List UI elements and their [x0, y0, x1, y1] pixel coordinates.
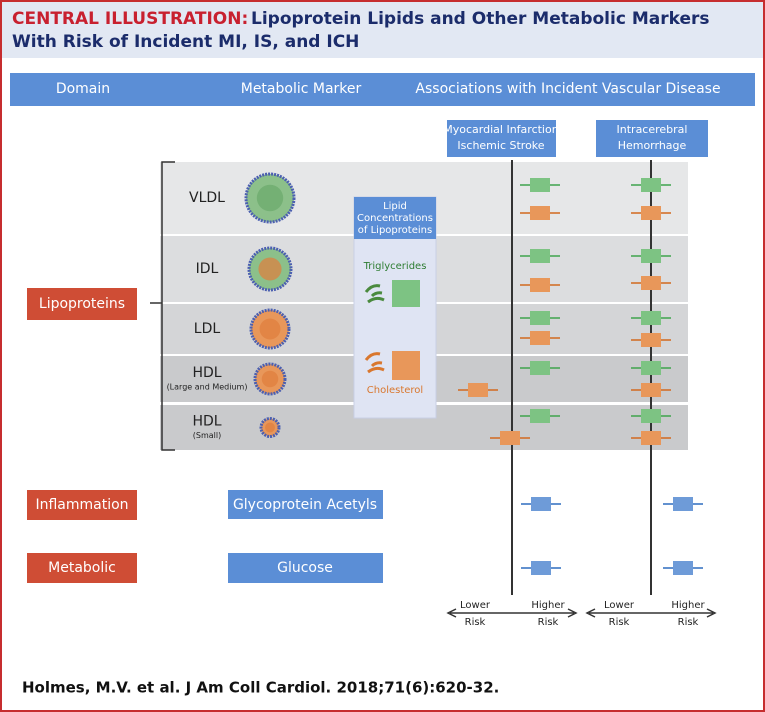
- column-header: Domain: [56, 81, 110, 97]
- axis-label: Risk: [609, 617, 630, 628]
- risk-arrow: [585, 608, 717, 618]
- domain-label: Metabolic: [48, 560, 116, 576]
- estimate: [530, 278, 550, 292]
- triglycerides-label: Triglycerides: [363, 261, 427, 272]
- outcome-label: Intracerebral: [617, 123, 688, 136]
- axis-label: Risk: [678, 617, 699, 628]
- estimate: [641, 276, 661, 290]
- marker-label: Glucose: [277, 560, 333, 576]
- outcome-label: Ischemic Stroke: [457, 139, 544, 152]
- domain-box: [27, 553, 137, 583]
- row-label: HDL: [192, 414, 221, 430]
- estimate: [530, 311, 550, 325]
- bracket: [150, 161, 175, 451]
- estimate: [641, 431, 661, 445]
- axis-label: Higher: [671, 600, 705, 611]
- cholesterol-icon: [364, 352, 385, 374]
- row-label: VLDL: [189, 190, 225, 206]
- estimate: [641, 333, 661, 347]
- particle-core: [261, 370, 279, 388]
- estimate: [530, 361, 550, 375]
- estimate: [531, 561, 551, 575]
- outcome-box: [447, 120, 556, 157]
- estimate: [641, 409, 661, 423]
- row-sublabel: (Large and Medium): [167, 383, 248, 392]
- lipid-box-header: [354, 197, 436, 239]
- marker-box: [228, 553, 383, 583]
- row-sublabel: (Small): [193, 431, 221, 440]
- triglyceride-icon: [364, 284, 385, 304]
- risk-arrow: [446, 608, 578, 618]
- estimate: [641, 361, 661, 375]
- domain-box: [27, 288, 137, 320]
- axis-label: Lower: [460, 600, 491, 611]
- title-label: CENTRAL ILLUSTRATION:: [12, 9, 248, 29]
- domain-box: [27, 490, 137, 520]
- estimate: [641, 178, 661, 192]
- citation: Holmes, M.V. et al. J Am Coll Cardiol. 2…: [22, 679, 499, 697]
- particle-core: [265, 422, 275, 433]
- estimate: [641, 206, 661, 220]
- particle-core: [259, 318, 281, 340]
- estimate: [641, 311, 661, 325]
- row-label: LDL: [194, 321, 221, 337]
- estimate: [530, 178, 550, 192]
- column-header: Associations with Incident Vascular Dise…: [415, 81, 720, 97]
- estimate: [531, 497, 551, 511]
- outcome-label: Myocardial Infarction: [443, 123, 558, 136]
- estimate: [673, 497, 693, 511]
- estimate: [641, 249, 661, 263]
- particle-core: [256, 184, 284, 212]
- row-label: HDL: [192, 365, 221, 381]
- triglyceride-square: [392, 280, 420, 307]
- title-band: [2, 2, 763, 58]
- outcome-box: [596, 120, 708, 157]
- cholesterol-square: [392, 351, 420, 380]
- estimate: [641, 383, 661, 397]
- title: Lipoprotein Lipids and Other Metabolic M…: [251, 9, 709, 29]
- particle-core: [258, 257, 282, 281]
- forest-plots: Lower Risk Higher Risk Lower Risk Higher Risk: [446, 160, 717, 628]
- lipid-box-title: Concentrations: [357, 213, 433, 224]
- row-label: IDL: [196, 261, 219, 277]
- axis-label: Higher: [531, 600, 565, 611]
- lipid-box-title: Lipid: [383, 201, 407, 212]
- domain-label: Lipoproteins: [39, 296, 125, 312]
- title: With Risk of Incident MI, IS, and ICH: [12, 32, 359, 52]
- axis-label: Risk: [465, 617, 486, 628]
- estimate: [530, 249, 550, 263]
- outcome-label: Hemorrhage: [618, 139, 687, 152]
- marker-box: [228, 490, 383, 519]
- estimate: [530, 206, 550, 220]
- cholesterol-label: Cholesterol: [367, 385, 423, 396]
- axis-label: Lower: [604, 600, 635, 611]
- estimate: [673, 561, 693, 575]
- estimate: [530, 409, 550, 423]
- estimate: [500, 431, 520, 445]
- estimate: [530, 331, 550, 345]
- estimate: [468, 383, 488, 397]
- axis-label: Risk: [538, 617, 559, 628]
- header-bar: [10, 73, 755, 106]
- domain-label: Inflammation: [35, 497, 128, 513]
- marker-label: Glycoprotein Acetyls: [233, 497, 377, 513]
- column-header: Metabolic Marker: [241, 81, 362, 97]
- lipid-box-title: of Lipoproteins: [358, 225, 432, 236]
